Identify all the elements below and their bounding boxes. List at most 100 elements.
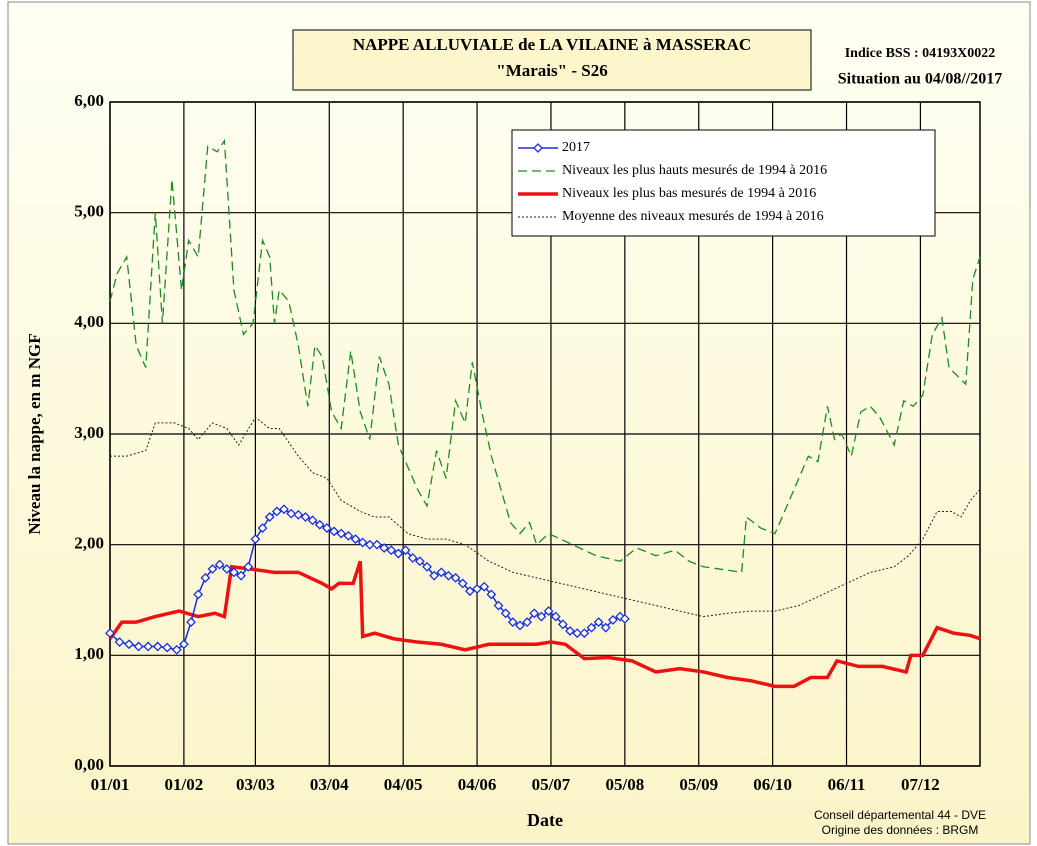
data-point <box>257 523 268 533</box>
data-point <box>250 534 261 545</box>
data-point <box>229 567 239 578</box>
data-point <box>171 644 182 655</box>
data-point <box>593 617 604 628</box>
data-point <box>393 548 404 559</box>
legend-label: Niveaux les plus bas mesurés de 1994 à 2… <box>562 186 816 201</box>
x-tick-label: 01/02 <box>165 775 204 794</box>
data-point <box>600 622 611 633</box>
x-tick-label: 06/11 <box>828 775 866 794</box>
data-point <box>186 617 196 628</box>
data-point <box>414 556 425 567</box>
data-point <box>572 628 583 639</box>
data-point <box>124 639 134 650</box>
data-point <box>105 628 115 639</box>
data-point <box>429 570 440 581</box>
data-point <box>422 561 432 572</box>
data-point <box>143 641 154 652</box>
y-tick-label: 5,00 <box>74 202 104 221</box>
title-box <box>292 29 812 91</box>
data-point <box>436 567 447 578</box>
annotation: Situation au 04/08//2017 <box>838 71 1002 88</box>
annotation: Indice BSS : 04193X0022 <box>845 46 996 61</box>
data-point <box>507 617 518 628</box>
data-point <box>314 519 325 530</box>
x-tick-label: 06/10 <box>753 775 792 794</box>
background <box>7 1 1031 845</box>
legend-box <box>511 129 936 237</box>
x-tick-label: 03/04 <box>310 775 349 794</box>
x-tick-label: 05/07 <box>532 775 571 794</box>
y-tick-label: 4,00 <box>74 312 104 331</box>
data-point <box>114 637 125 647</box>
series-line <box>108 560 981 689</box>
annotation: Origine des données : BRGM <box>822 823 979 837</box>
data-point <box>162 642 173 653</box>
legend-marker <box>533 143 543 153</box>
legend-label: 2017 <box>562 140 590 155</box>
data-point <box>271 506 282 517</box>
x-tick-label: 03/03 <box>236 775 275 794</box>
data-point <box>329 526 339 537</box>
data-point <box>493 600 504 611</box>
y-axis-label: Niveau la nappe, en m NGF <box>25 333 44 534</box>
data-point <box>386 545 397 556</box>
data-point <box>152 641 163 652</box>
x-tick-label: 04/06 <box>458 775 497 794</box>
data-point <box>372 539 382 550</box>
data-point <box>400 545 411 556</box>
data-point <box>443 570 454 581</box>
data-point <box>464 586 475 597</box>
data-point <box>543 606 554 616</box>
data-point <box>286 508 297 519</box>
legend-label: Niveaux les plus hauts mesurés de 1994 à… <box>562 163 827 178</box>
data-point <box>522 617 533 628</box>
series-line <box>110 416 981 618</box>
data-point <box>133 641 144 652</box>
data-point <box>364 539 375 550</box>
data-point <box>307 515 318 526</box>
y-tick-label: 0,00 <box>74 755 104 774</box>
data-point <box>379 543 390 553</box>
x-tick-label: 05/09 <box>679 775 718 794</box>
data-point <box>500 608 511 619</box>
data-point <box>357 537 368 548</box>
data-point <box>608 615 618 625</box>
annotation: Conseil départemental 44 - DVE <box>814 808 986 822</box>
data-point <box>336 528 347 539</box>
data-point <box>207 564 218 574</box>
data-point <box>214 559 225 570</box>
data-point <box>557 619 568 630</box>
data-point <box>343 530 354 541</box>
y-tick-label: 3,00 <box>74 423 104 442</box>
data-point <box>486 589 497 600</box>
data-point <box>264 512 275 522</box>
data-point <box>178 639 189 650</box>
data-point <box>565 626 575 636</box>
data-point <box>586 622 597 633</box>
data-point <box>529 608 540 619</box>
data-point <box>407 553 418 563</box>
data-point <box>321 523 332 533</box>
chart-title: NAPPE ALLUVIALE de LA VILAINE à MASSERAC <box>353 35 751 54</box>
data-point <box>515 620 525 631</box>
data-point <box>300 512 311 522</box>
x-tick-label: 05/08 <box>605 775 644 794</box>
x-axis-label: Date <box>527 810 563 830</box>
data-point <box>350 534 361 545</box>
data-point <box>243 561 254 572</box>
data-point <box>457 578 468 589</box>
data-point <box>193 589 204 600</box>
x-tick-label: 01/01 <box>91 775 130 794</box>
legend-label: Moyenne des niveaux mesurés de 1994 à 20… <box>562 209 824 224</box>
series-line <box>109 138 981 574</box>
data-point <box>536 611 547 622</box>
x-tick-label: 04/05 <box>384 775 423 794</box>
data-point <box>293 509 304 520</box>
y-tick-label: 6,00 <box>74 91 104 110</box>
x-tick-label: 07/12 <box>901 775 940 794</box>
y-tick-label: 1,00 <box>74 644 104 663</box>
data-point <box>479 581 490 592</box>
chart-subtitle: "Marais" - S26 <box>496 61 607 80</box>
data-point <box>221 564 232 574</box>
